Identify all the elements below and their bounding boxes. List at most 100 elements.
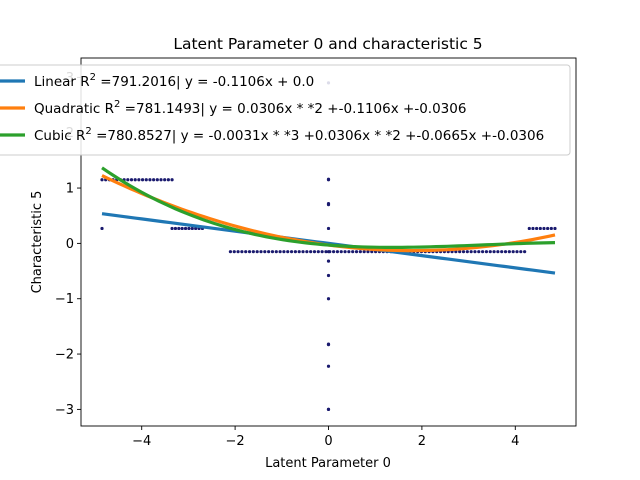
- data-point: [297, 250, 301, 254]
- data-point: [305, 250, 309, 254]
- data-point: [492, 250, 496, 254]
- x-tick-label: −4: [132, 434, 151, 449]
- data-point: [326, 273, 331, 278]
- data-point: [170, 226, 174, 231]
- data-point: [293, 250, 297, 254]
- data-point: [259, 250, 263, 254]
- y-tick-label: −1: [55, 292, 74, 307]
- data-point: [542, 226, 546, 231]
- data-point: [458, 250, 462, 254]
- data-point: [335, 250, 340, 254]
- data-point: [326, 364, 331, 368]
- data-point: [170, 178, 174, 182]
- data-point: [255, 250, 259, 254]
- data-point: [232, 250, 236, 254]
- data-point: [343, 250, 347, 254]
- data-point: [328, 250, 332, 254]
- data-point: [163, 178, 167, 182]
- data-point: [354, 250, 359, 254]
- y-tick-label: −3: [55, 403, 74, 418]
- data-point: [549, 226, 553, 231]
- data-point: [511, 250, 515, 254]
- y-tick-label: 1: [66, 182, 74, 197]
- data-point: [503, 250, 508, 254]
- data-point: [461, 250, 466, 254]
- data-point: [465, 250, 469, 254]
- y-tick-label: −2: [55, 348, 74, 363]
- data-point: [312, 250, 317, 254]
- y-axis-title: Characteristic 5: [30, 191, 45, 294]
- data-point: [155, 178, 159, 182]
- data-point: [166, 178, 170, 182]
- chart-title: Latent Parameter 0 and characteristic 5: [173, 35, 482, 53]
- data-point: [326, 201, 331, 206]
- data-point: [507, 250, 511, 254]
- data-point: [236, 250, 240, 254]
- data-point: [553, 226, 557, 231]
- data-point: [326, 342, 331, 346]
- data-point: [140, 178, 145, 182]
- data-point: [527, 226, 531, 231]
- x-tick-label: 2: [418, 434, 426, 449]
- x-axis-title: Latent Parameter 0: [265, 456, 391, 471]
- data-point: [519, 250, 523, 254]
- data-point: [228, 250, 233, 254]
- data-point: [126, 178, 130, 182]
- data-point: [159, 178, 163, 182]
- data-point: [286, 250, 290, 254]
- data-point: [523, 250, 527, 254]
- data-point: [270, 250, 275, 254]
- data-point: [278, 250, 282, 254]
- data-point: [152, 178, 156, 182]
- data-point: [282, 250, 286, 254]
- data-point: [148, 178, 152, 182]
- data-point: [324, 250, 328, 254]
- data-point: [366, 250, 370, 254]
- legend-label-quadratic: Quadratic R2 =781.1493| y = 0.0306x * *2…: [34, 99, 466, 117]
- data-point: [331, 250, 336, 254]
- data-point: [263, 250, 267, 254]
- data-point: [531, 226, 535, 231]
- data-point: [173, 226, 178, 231]
- data-point: [339, 250, 343, 254]
- y-tick-label: 0: [66, 237, 74, 252]
- data-point: [515, 250, 519, 254]
- data-point: [347, 250, 351, 254]
- data-point: [500, 250, 504, 254]
- data-point: [133, 178, 137, 182]
- x-tick-label: −2: [226, 434, 245, 449]
- data-point: [289, 250, 294, 254]
- data-point: [144, 178, 148, 182]
- data-point: [535, 226, 539, 231]
- data-point: [477, 250, 481, 254]
- data-point: [469, 250, 473, 254]
- data-point: [100, 226, 104, 231]
- data-point: [240, 250, 244, 254]
- data-point: [481, 250, 485, 254]
- x-tick-label: 0: [324, 434, 332, 449]
- fit-line-cubic: [101, 166, 556, 249]
- data-point: [247, 250, 252, 254]
- legend-box: [0, 64, 571, 156]
- data-point: [320, 250, 324, 254]
- data-point: [326, 226, 331, 231]
- data-point: [358, 250, 362, 254]
- data-point: [496, 250, 500, 254]
- data-point: [190, 226, 194, 231]
- data-point: [267, 250, 271, 254]
- data-point: [244, 250, 248, 254]
- data-point: [274, 250, 278, 254]
- data-point: [301, 250, 305, 254]
- data-point: [180, 226, 184, 231]
- legend-label-linear: Linear R2 =791.2016| y = -0.1106x + 0.0: [34, 72, 314, 90]
- data-point: [309, 250, 313, 254]
- data-point: [488, 250, 492, 254]
- data-point: [484, 250, 489, 254]
- data-point: [326, 259, 331, 263]
- data-point: [316, 250, 320, 254]
- data-point: [351, 250, 355, 254]
- data-point: [538, 226, 542, 231]
- data-point: [473, 250, 477, 254]
